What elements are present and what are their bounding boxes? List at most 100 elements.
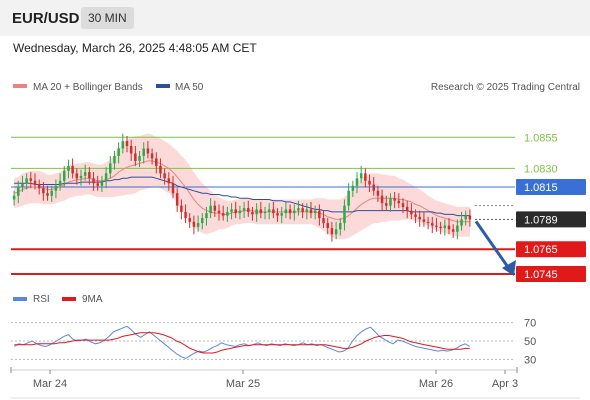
level-tag-pivot xyxy=(516,179,586,196)
projection-arrow-shaft xyxy=(474,220,512,271)
candle-body xyxy=(443,225,447,229)
candle-body xyxy=(121,141,125,149)
candle-body xyxy=(288,209,292,214)
projection-arrow-head xyxy=(502,260,516,277)
candle-body xyxy=(92,178,95,184)
candle-body xyxy=(451,229,455,232)
level-label-support: 1.0745 xyxy=(524,269,558,281)
candle-body xyxy=(242,208,246,211)
candle-body xyxy=(125,141,129,146)
candle-body xyxy=(129,146,133,154)
candle-body xyxy=(401,203,405,207)
candle-body xyxy=(12,195,16,200)
candle-body xyxy=(339,223,342,230)
ma50-line xyxy=(14,176,470,217)
level-label-resistance: 1.0830 xyxy=(524,163,558,175)
candle-body xyxy=(83,172,87,176)
level-tag-support xyxy=(516,266,586,283)
candle-body xyxy=(447,225,451,230)
candle-body xyxy=(196,223,200,227)
candle-body xyxy=(431,223,434,226)
candle-body xyxy=(372,184,375,191)
level-label-support: 1.0765 xyxy=(524,244,558,256)
level-label-last: 1.0789 xyxy=(524,214,558,226)
candle-body xyxy=(422,219,426,222)
candle-body xyxy=(134,153,137,161)
bollinger-bands xyxy=(14,133,470,240)
candle-body xyxy=(113,155,116,164)
candle-body xyxy=(393,198,396,201)
ma20-legend-label: MA 20 + Bollinger Bands xyxy=(33,82,143,93)
candle-body xyxy=(184,211,187,219)
candle-body xyxy=(226,211,229,216)
candle-body xyxy=(230,209,233,212)
candle-body xyxy=(142,148,145,156)
candle-body xyxy=(96,183,99,186)
time-tick-label: Mar 26 xyxy=(419,378,453,390)
candle-body xyxy=(167,178,171,184)
rsi-ma-line xyxy=(14,332,470,354)
candle-body xyxy=(263,211,267,214)
candle-body xyxy=(88,172,91,179)
candle-body xyxy=(301,208,304,212)
candle-body xyxy=(376,190,380,196)
candle-body xyxy=(155,158,158,166)
candle-body xyxy=(468,215,472,220)
candle-body xyxy=(347,190,350,206)
candle-body xyxy=(259,209,263,214)
candle-body xyxy=(146,148,150,154)
time-tick-label: Mar 24 xyxy=(33,378,67,390)
candle-body xyxy=(138,155,141,161)
candle-body xyxy=(100,180,104,186)
candle-body xyxy=(359,173,363,179)
candle-body xyxy=(330,228,334,235)
ma50-legend-label: MA 50 xyxy=(175,82,204,93)
candle-body xyxy=(255,209,258,215)
time-tick-label: Apr 3 xyxy=(492,378,518,390)
rsi-legend-label: RSI xyxy=(33,294,50,305)
candle-body xyxy=(305,209,309,212)
candle-body xyxy=(355,178,359,186)
candle-body xyxy=(37,184,41,189)
candle-body xyxy=(50,190,53,196)
candle-body xyxy=(397,200,401,204)
candle-body xyxy=(267,209,271,212)
price-levels xyxy=(11,136,515,276)
candle-body xyxy=(171,183,175,194)
candle-body xyxy=(17,187,20,196)
candle-body xyxy=(410,210,413,215)
rsi-ma-legend-swatch xyxy=(62,297,76,301)
candle-body xyxy=(217,210,221,214)
candle-body xyxy=(238,210,242,214)
rsi-tick-label: 50 xyxy=(524,336,536,348)
candle-body xyxy=(21,183,24,188)
rsi-ma-legend-label: 9MA xyxy=(82,294,103,305)
candle-body xyxy=(63,170,66,181)
candle-body xyxy=(426,221,430,224)
candle-body xyxy=(364,173,367,181)
level-label-resistance: 1.0855 xyxy=(524,132,558,144)
candle-body xyxy=(54,185,58,191)
candles xyxy=(12,133,516,277)
ma20-legend-swatch xyxy=(13,84,27,88)
candle-body xyxy=(25,178,28,184)
candle-body xyxy=(389,198,392,206)
candle-body xyxy=(276,213,279,216)
time-axis: Mar 24 Mar 25 Mar 26 Apr 3 xyxy=(10,367,580,399)
candle-body xyxy=(221,213,225,216)
candle-body xyxy=(284,209,288,214)
rsi-legend-swatch xyxy=(13,297,27,301)
candle-body xyxy=(188,218,191,222)
candle-body xyxy=(213,205,217,211)
candle-body xyxy=(29,178,33,181)
timeframe-badge[interactable]: 30 MIN xyxy=(81,7,134,29)
candle-body xyxy=(326,223,329,229)
credit-text: Research © 2025 Trading Central xyxy=(431,82,580,93)
candle-body xyxy=(334,229,338,235)
candle-body xyxy=(405,206,409,211)
candle-body xyxy=(247,208,250,212)
candle-body xyxy=(75,173,79,179)
candle-body xyxy=(205,213,208,219)
candle-body xyxy=(67,165,70,171)
level-tag-last xyxy=(516,211,586,228)
